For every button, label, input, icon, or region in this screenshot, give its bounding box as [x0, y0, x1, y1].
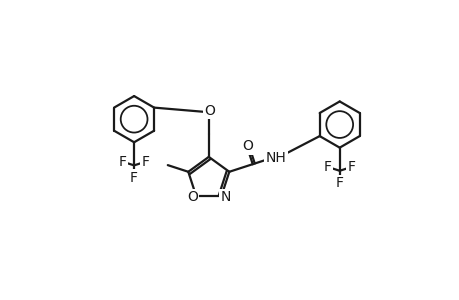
Text: F: F	[118, 155, 126, 169]
Text: NH: NH	[265, 151, 286, 165]
Text: F: F	[323, 160, 331, 174]
Text: O: O	[242, 140, 253, 153]
Text: O: O	[186, 190, 197, 204]
Text: F: F	[347, 160, 355, 174]
Text: F: F	[141, 155, 150, 169]
Text: N: N	[220, 190, 230, 204]
Text: F: F	[335, 176, 343, 190]
Text: F: F	[130, 171, 138, 185]
Text: O: O	[204, 104, 214, 118]
